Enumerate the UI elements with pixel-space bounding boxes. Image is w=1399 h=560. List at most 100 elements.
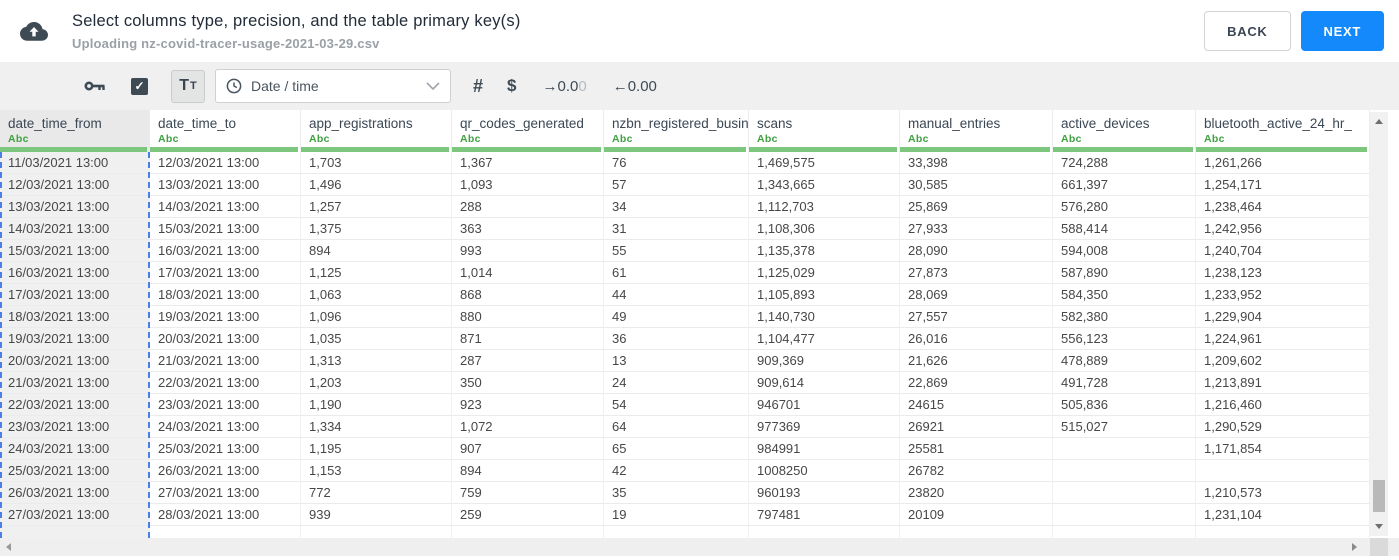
scrollbar-corner <box>1370 538 1388 556</box>
table-cell: 588,414 <box>1053 218 1196 240</box>
column-header-manual_entries[interactable]: manual_entries Abc <box>900 110 1053 152</box>
column-header-active_devices[interactable]: active_devices Abc <box>1053 110 1196 152</box>
table-rows: 11/03/2021 13:00 12/03/2021 13:00 1,703 1,3… <box>0 152 1399 538</box>
table-cell: 57 <box>604 174 749 196</box>
column-header-date_time_from[interactable]: date_time_from Abc <box>0 110 150 152</box>
table-cell: 491,728 <box>1053 372 1196 394</box>
column-accent-bar <box>0 147 147 152</box>
table-cell: 1,254,171 <box>1196 174 1370 196</box>
clock-icon <box>226 78 242 94</box>
table-cell: 868 <box>452 284 604 306</box>
table-cell: 17/03/2021 13:00 <box>150 262 301 284</box>
table-cell <box>1196 526 1370 538</box>
table-cell: 26921 <box>900 416 1053 438</box>
column-header-app_registrations[interactable]: app_registrations Abc <box>301 110 452 152</box>
table-cell: 24 <box>604 372 749 394</box>
table-cell <box>301 526 452 538</box>
table-cell <box>452 526 604 538</box>
table-row: 25/03/2021 13:00 26/03/2021 13:00 1,153 894… <box>0 460 1399 482</box>
table-cell: 1,125 <box>301 262 452 284</box>
table-cell: 909,369 <box>749 350 900 372</box>
next-button[interactable]: NEXT <box>1300 11 1384 51</box>
column-header-nzbn_registered_busine[interactable]: nzbn_registered_busine Abc <box>604 110 749 152</box>
column-type-label: Abc <box>757 133 778 145</box>
table-cell: 1,093 <box>452 174 604 196</box>
table-cell: 1,105,893 <box>749 284 900 306</box>
table-row: 23/03/2021 13:00 24/03/2021 13:00 1,334 1,0… <box>0 416 1399 438</box>
table-cell: 26/03/2021 13:00 <box>150 460 301 482</box>
table-row: 12/03/2021 13:00 13/03/2021 13:00 1,496 1,0… <box>0 174 1399 196</box>
table-cell: 35 <box>604 482 749 504</box>
table-cell: 13/03/2021 13:00 <box>150 174 301 196</box>
number-type-button[interactable]: # <box>473 75 484 96</box>
table-cell: 1,290,529 <box>1196 416 1370 438</box>
back-button[interactable]: BACK <box>1204 11 1291 51</box>
column-header-bluetooth_active_24_hr_[interactable]: bluetooth_active_24_hr_ Abc <box>1196 110 1370 152</box>
horizontal-scrollbar[interactable] <box>0 538 1399 556</box>
scroll-right-icon[interactable] <box>1352 543 1357 551</box>
column-type-label: Abc <box>158 133 179 145</box>
table-cell: 1,104,477 <box>749 328 900 350</box>
column-header-scans[interactable]: scans Abc <box>749 110 900 152</box>
table-cell: 26/03/2021 13:00 <box>0 482 150 504</box>
column-accent-bar <box>900 147 1050 152</box>
column-name: nzbn_registered_busine <box>612 116 748 131</box>
table-row: 21/03/2021 13:00 22/03/2021 13:00 1,203 350… <box>0 372 1399 394</box>
table-cell: 19 <box>604 504 749 526</box>
scroll-left-icon[interactable] <box>6 543 11 551</box>
table-cell: 17/03/2021 13:00 <box>0 284 150 306</box>
table-cell: 1,313 <box>301 350 452 372</box>
table-cell: 15/03/2021 13:00 <box>150 218 301 240</box>
table-cell: 31 <box>604 218 749 240</box>
table-cell: 772 <box>301 482 452 504</box>
table-cell: 13 <box>604 350 749 372</box>
table-cell: 478,889 <box>1053 350 1196 372</box>
table-row: 27/03/2021 13:00 28/03/2021 13:00 939 259 19… <box>0 504 1399 526</box>
table-cell: 22/03/2021 13:00 <box>0 394 150 416</box>
table-cell: 12/03/2021 13:00 <box>0 174 150 196</box>
decrease-decimal-button[interactable]: ←0.00 <box>612 77 657 95</box>
column-header-date_time_to[interactable]: date_time_to Abc <box>150 110 301 152</box>
table-cell: 1,240,704 <box>1196 240 1370 262</box>
column-accent-bar <box>1053 147 1193 152</box>
table-row: 11/03/2021 13:00 12/03/2021 13:00 1,703 1,3… <box>0 152 1399 174</box>
table-cell <box>1053 460 1196 482</box>
column-name: app_registrations <box>309 116 413 131</box>
table-cell: 1,238,464 <box>1196 196 1370 218</box>
column-type-dropdown[interactable]: Date / time <box>215 69 451 103</box>
table-cell: 11/03/2021 13:00 <box>0 152 150 174</box>
currency-type-button[interactable]: $ <box>507 76 517 95</box>
column-header-qr_codes_generated[interactable]: qr_codes_generated Abc <box>452 110 604 152</box>
table-cell: 33,398 <box>900 152 1053 174</box>
column-accent-bar <box>150 147 298 152</box>
data-grid: date_time_from Abc date_time_to Abc app_regi… <box>0 110 1399 556</box>
table-cell: 1,375 <box>301 218 452 240</box>
table-cell: 23/03/2021 13:00 <box>150 394 301 416</box>
table-cell: 894 <box>301 240 452 262</box>
scroll-down-icon[interactable] <box>1375 524 1383 529</box>
table-cell: 1,233,952 <box>1196 284 1370 306</box>
table-cell: 1,216,460 <box>1196 394 1370 416</box>
table-cell: 1,112,703 <box>749 196 900 218</box>
table-cell: 1,229,904 <box>1196 306 1370 328</box>
primary-key-icon[interactable] <box>84 78 106 94</box>
table-cell: 984991 <box>749 438 900 460</box>
column-type-label: Abc <box>1061 133 1082 145</box>
table-cell: 24/03/2021 13:00 <box>0 438 150 460</box>
table-cell: 1,238,123 <box>1196 262 1370 284</box>
table-row: 15/03/2021 13:00 16/03/2021 13:00 894 993 55… <box>0 240 1399 262</box>
table-cell: 894 <box>452 460 604 482</box>
scroll-up-icon[interactable] <box>1375 119 1383 124</box>
vertical-scrollbar[interactable] <box>1370 112 1388 536</box>
table-cell: 1,190 <box>301 394 452 416</box>
increase-decimal-button[interactable]: →0.00 <box>542 77 587 95</box>
table-cell <box>749 526 900 538</box>
table-cell: 907 <box>452 438 604 460</box>
table-cell: 25/03/2021 13:00 <box>0 460 150 482</box>
select-column-checkbox[interactable]: ✓ <box>131 77 148 95</box>
column-accent-bar <box>1196 147 1367 152</box>
table-cell: 1,261,266 <box>1196 152 1370 174</box>
vertical-scroll-thumb[interactable] <box>1373 480 1385 512</box>
